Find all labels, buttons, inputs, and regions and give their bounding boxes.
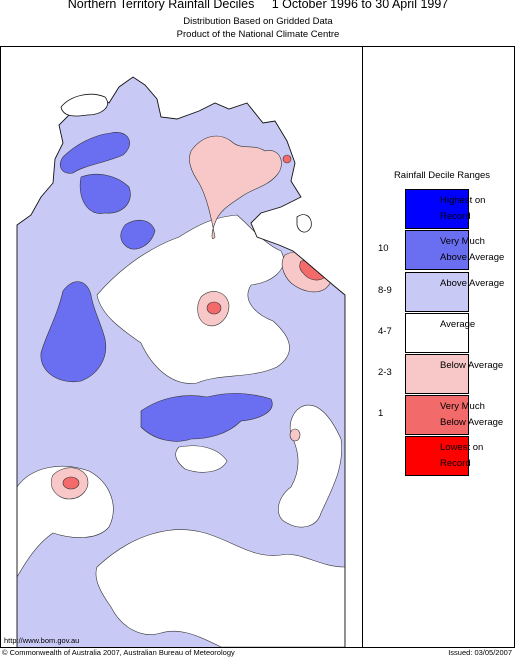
territory-outline: [16, 76, 346, 647]
legend-title: Rainfall Decile Ranges: [393, 170, 491, 181]
legend-swatch: [405, 313, 469, 353]
legend-label: Average: [440, 319, 476, 330]
legend-label: Very Much Below Average: [440, 401, 504, 428]
region-very-much-below-avg-central: [206, 301, 222, 315]
legend-label: Lowest on Record: [440, 442, 484, 469]
region-very-much-above-avg-west2: [120, 219, 156, 250]
legend-divider: [362, 46, 363, 648]
map-frame: [0, 46, 515, 648]
legend-swatch: [405, 230, 469, 270]
legend-label: Highest on Record: [440, 195, 486, 222]
tiwi-islands: [60, 93, 108, 117]
region-average-southwest: [17, 465, 114, 579]
region-very-much-above-avg-northwest: [60, 132, 130, 174]
legend-swatch: [405, 395, 469, 435]
legend-range: 1: [378, 408, 384, 419]
footer-url[interactable]: http://www.bom.gov.au: [4, 636, 80, 645]
region-average-south: [95, 529, 345, 647]
legend-label: Very Much Above Average: [440, 236, 505, 263]
region-very-much-above-avg-southwest: [40, 281, 107, 383]
region-below-average-north: [189, 135, 282, 240]
legend-swatch: [405, 436, 469, 476]
region-below-average-east-spot: [289, 428, 301, 442]
legend-swatch: [405, 189, 469, 229]
legend-range: 2-3: [378, 367, 392, 378]
region-very-much-above-avg-west: [79, 174, 131, 214]
map-subtitle-product: Product of the National Climate Centre: [176, 29, 340, 40]
legend-swatch: [405, 354, 469, 394]
footer-copyright: © Commonwealth of Australia 2007, Austra…: [2, 648, 235, 657]
rainfall-decile-map: [1, 47, 362, 647]
legend-range: 4-7: [378, 326, 392, 337]
region-average-central: [175, 445, 228, 473]
footer-issued: Issued: 03/05/2007: [448, 648, 512, 657]
legend-range: 8-9: [378, 285, 392, 296]
groote-eylandt: [296, 214, 312, 233]
region-average-north: [96, 214, 290, 384]
region-very-much-below-avg-north-spot: [282, 154, 292, 164]
legend-label: Below Average: [440, 360, 504, 371]
map-title: Northern Territory Rainfall Deciles 1 Oc…: [67, 0, 449, 11]
region-very-much-above-avg-central: [140, 393, 273, 442]
legend-swatch: [405, 272, 469, 312]
map-subtitle-distribution: Distribution Based on Gridded Data: [183, 16, 333, 27]
legend-range: 10: [378, 243, 389, 254]
region-very-much-below-avg-southwest: [62, 476, 80, 490]
legend-label: Above Average: [440, 278, 505, 289]
